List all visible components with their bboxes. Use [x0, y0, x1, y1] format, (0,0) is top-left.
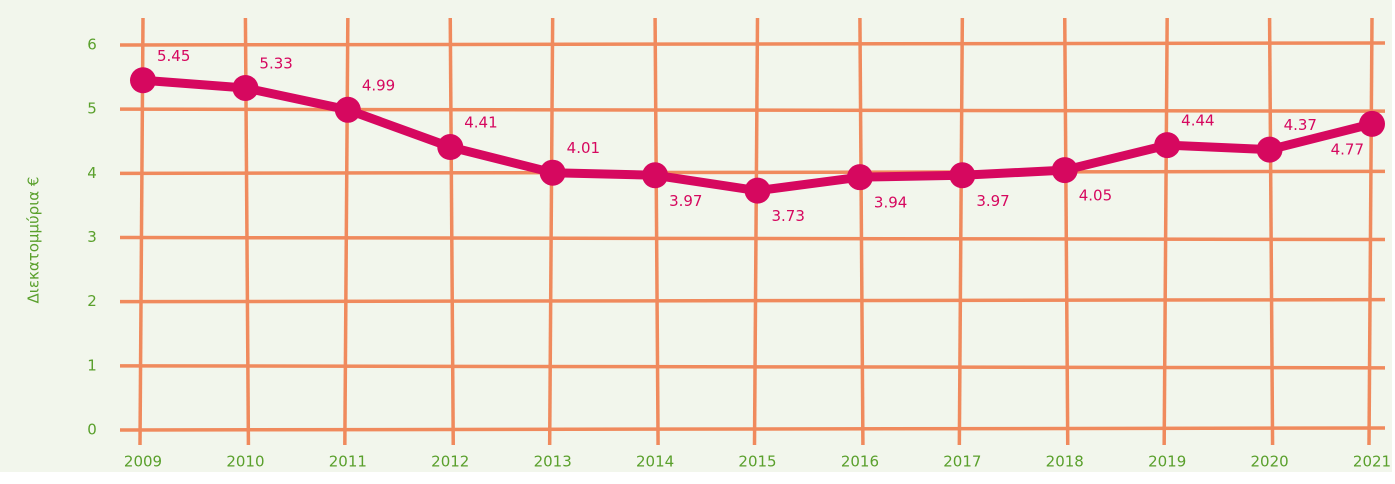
- data-label: 3.94: [874, 194, 907, 212]
- point: [846, 164, 873, 191]
- data-label: 3.97: [976, 192, 1009, 210]
- grid-line: [119, 364, 1386, 370]
- data-label: 5.33: [259, 54, 292, 72]
- point: [130, 67, 156, 94]
- grid-line: [119, 41, 1386, 47]
- grid-line: [653, 17, 660, 446]
- grid-line: [119, 235, 1386, 242]
- x-tick-label: 2010: [226, 453, 264, 471]
- grid-line: [343, 17, 350, 446]
- data-label: 4.01: [567, 139, 600, 157]
- y-tick-label: 3: [87, 228, 97, 246]
- y-tick-label: 6: [87, 36, 97, 54]
- data-label: 3.73: [772, 207, 805, 225]
- point: [1256, 136, 1283, 163]
- x-tick-label: 2011: [329, 453, 367, 471]
- point: [1359, 110, 1385, 137]
- x-tick-label: 2018: [1046, 453, 1084, 471]
- point: [334, 96, 361, 123]
- point: [744, 177, 771, 204]
- y-tick-label: 5: [87, 100, 97, 118]
- x-tick-label: 2021: [1353, 453, 1391, 471]
- grid-line: [119, 297, 1386, 304]
- data-label: 3.97: [669, 192, 702, 210]
- data-label: 4.41: [464, 114, 497, 132]
- x-tick-label: 2020: [1250, 453, 1288, 471]
- data-label: 4.99: [362, 76, 395, 94]
- grid-line: [957, 17, 965, 446]
- grid-line: [752, 17, 760, 446]
- grid-line: [119, 169, 1386, 176]
- point: [642, 162, 669, 189]
- grid-line: [1063, 17, 1070, 446]
- y-axis-label: Διεκατομμύρια €: [25, 177, 43, 304]
- data-label: 4.77: [1331, 140, 1364, 158]
- point: [539, 159, 566, 186]
- y-tick-label: 1: [87, 356, 97, 374]
- grid-line: [858, 17, 865, 446]
- data-label: 4.05: [1079, 187, 1112, 205]
- grid-line: [448, 17, 455, 446]
- point: [437, 134, 464, 161]
- data-label: 5.45: [157, 47, 190, 65]
- x-tick-label: 2013: [534, 453, 572, 471]
- grid-line: [1367, 17, 1374, 446]
- point: [1051, 157, 1078, 184]
- grid-line: [119, 426, 1386, 432]
- point: [1154, 132, 1181, 159]
- y-tick-label: 0: [87, 421, 97, 439]
- data-label: 4.44: [1181, 112, 1214, 130]
- x-tick-label: 2016: [841, 453, 879, 471]
- point: [949, 162, 976, 189]
- y-tick-label: 4: [87, 164, 97, 182]
- x-tick-label: 2019: [1148, 453, 1186, 471]
- y-tick-label: 2: [87, 292, 97, 310]
- x-tick-label: 2015: [738, 453, 776, 471]
- grid-line: [547, 17, 555, 446]
- x-tick-label: 2014: [636, 453, 674, 471]
- x-tick-label: 2009: [124, 453, 162, 471]
- point: [232, 74, 259, 101]
- x-tick-label: 2012: [431, 453, 469, 471]
- x-tick-label: 2017: [943, 453, 981, 471]
- data-label: 4.37: [1284, 116, 1317, 134]
- grid-line: [1162, 17, 1169, 446]
- grid-line: [1267, 17, 1275, 446]
